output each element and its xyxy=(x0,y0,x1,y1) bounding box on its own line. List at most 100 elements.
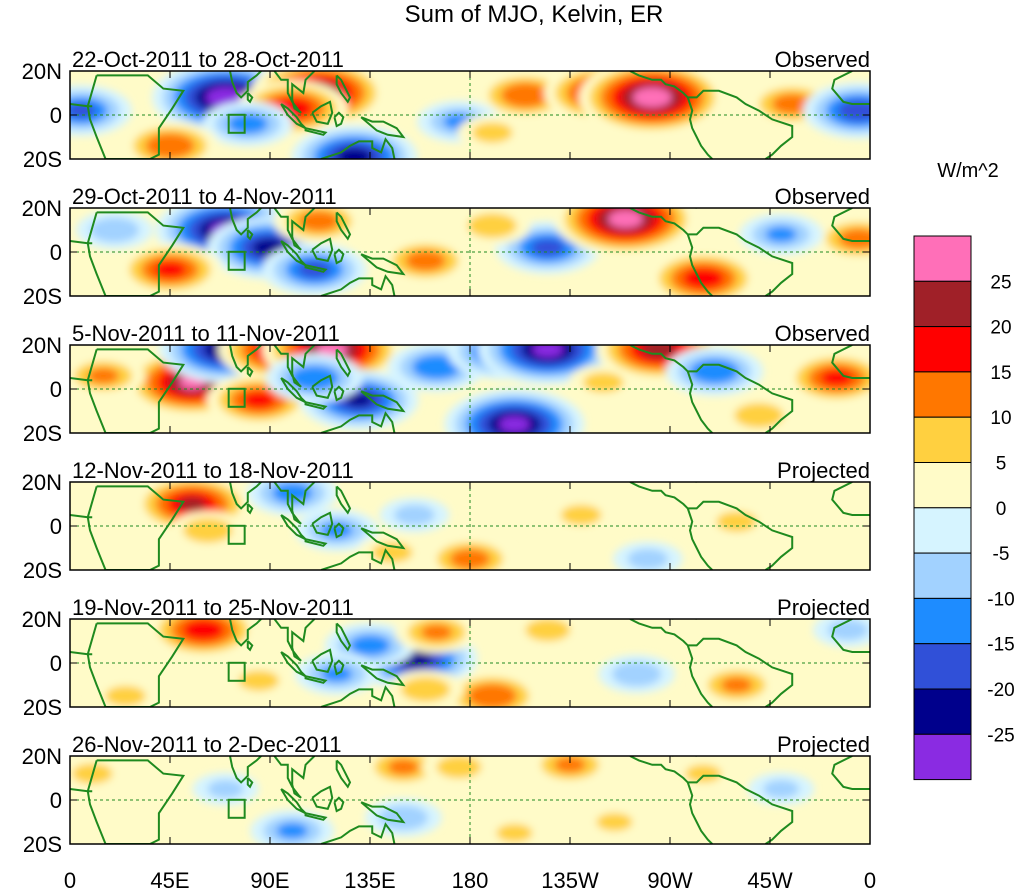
land-outline xyxy=(246,229,254,241)
anomaly-contour xyxy=(183,518,233,543)
anomaly-contour xyxy=(400,677,451,702)
land-outline xyxy=(246,92,254,104)
anomaly-contour xyxy=(608,210,643,228)
land-outline xyxy=(86,74,186,159)
land-outline xyxy=(686,234,713,296)
land-outline xyxy=(333,385,345,402)
anomaly-blob xyxy=(72,521,135,553)
y-tick-label: 20S xyxy=(23,695,62,720)
anomaly-contour xyxy=(227,113,268,134)
panels: 20N 0 20S 22-Oct-2011 to 28-Oct-2011 Observe… xyxy=(22,47,871,857)
land-outline xyxy=(273,756,316,799)
land-outline xyxy=(320,822,396,844)
anomaly-contour xyxy=(436,756,482,779)
anomaly-contour xyxy=(420,624,453,641)
y-tick-label: 20S xyxy=(23,147,62,172)
anomaly-contour xyxy=(153,261,187,278)
anomaly-contour xyxy=(89,217,140,243)
land-outline xyxy=(280,377,307,404)
land-outlines xyxy=(70,756,870,844)
land-outline xyxy=(86,348,186,433)
land-outline xyxy=(311,374,334,399)
anomaly-contour xyxy=(501,82,550,108)
colorbar-swatch xyxy=(913,597,972,645)
colorbar: W/m^2 25 20 15 10 5 0 -5 -10 -15 -20 -25 xyxy=(913,160,1015,781)
anomaly-contour xyxy=(105,685,146,707)
land-outline xyxy=(229,71,262,99)
anomaly-contour xyxy=(838,228,870,249)
colorbar-level-label: 10 xyxy=(990,408,1011,429)
land-outline xyxy=(229,345,262,373)
x-tick-label: 0 xyxy=(64,868,76,889)
panel-date-range: 19-Nov-2011 to 25-Nov-2011 xyxy=(72,595,354,620)
land-outlines xyxy=(70,619,870,707)
colorbar-level-label: 15 xyxy=(990,363,1011,384)
colorbar-level-label: 0 xyxy=(996,499,1007,520)
land-outline xyxy=(304,401,328,410)
anomaly-contour xyxy=(207,780,244,798)
anomaly-contour xyxy=(716,511,757,532)
y-tick-label: 20N xyxy=(22,196,62,221)
x-tick-label: 45E xyxy=(150,868,189,889)
anomaly-contour xyxy=(596,813,633,831)
anomaly-contour xyxy=(682,267,725,289)
anomaly-contour xyxy=(531,239,565,256)
anomaly-contour xyxy=(532,345,564,358)
anomaly-contour xyxy=(734,403,784,428)
land-outline xyxy=(320,274,396,296)
anomaly-contour xyxy=(632,87,672,108)
land-outline xyxy=(686,371,713,433)
panel-date-range: 22-Oct-2011 to 28-Oct-2011 xyxy=(72,47,344,72)
land-outline xyxy=(273,619,316,662)
land-outline xyxy=(280,788,307,815)
land-outlines xyxy=(70,71,870,159)
land-outline xyxy=(246,777,254,789)
x-axis: 0 45E 90E 135E 180 135W 90W 45W 0 xyxy=(64,868,876,889)
anomaly-field xyxy=(70,756,870,844)
anomaly-contour xyxy=(387,759,420,775)
panel-kind: Observed xyxy=(775,321,870,346)
colorbar-swatch xyxy=(913,326,972,373)
land-outline xyxy=(335,211,352,241)
colorbar-swatch xyxy=(913,371,972,418)
y-tick-label: 0 xyxy=(50,514,62,539)
y-tick-label: 20S xyxy=(23,284,62,309)
land-outline xyxy=(70,514,93,519)
anomaly-contour xyxy=(560,504,602,526)
anomaly-contour xyxy=(496,824,533,842)
land-outline xyxy=(831,345,870,379)
land-outline xyxy=(333,248,345,265)
colorbar-swatch xyxy=(913,552,972,599)
land-outlines xyxy=(70,208,870,296)
colorbar-level-label: 5 xyxy=(996,454,1007,475)
colorbar-swatch xyxy=(913,733,972,781)
land-outlines xyxy=(70,482,870,570)
panel-kind: Observed xyxy=(775,47,870,72)
colorbar-level-label: -25 xyxy=(987,725,1014,746)
land-outline xyxy=(246,640,254,652)
land-outline xyxy=(304,675,328,684)
land-outline xyxy=(320,411,396,433)
panel-4: 20N 0 20S 12-Nov-2011 to 18-Nov-2011 Project… xyxy=(22,458,871,583)
y-tick-label: 20N xyxy=(22,607,62,632)
anomaly-field xyxy=(70,208,870,296)
index-region-box xyxy=(227,524,246,545)
anomaly-contour xyxy=(276,822,308,839)
anomaly-field xyxy=(70,71,870,159)
land-outline xyxy=(229,619,262,647)
anomaly-contour xyxy=(583,372,624,393)
land-outline xyxy=(86,485,186,570)
anomaly-contour xyxy=(612,661,662,687)
anomaly-contour xyxy=(449,548,491,570)
land-outline xyxy=(360,527,406,550)
land-outline xyxy=(229,756,262,784)
land-outline xyxy=(335,759,352,789)
land-outline xyxy=(280,240,307,267)
land-outline xyxy=(360,801,406,824)
panel-date-range: 26-Nov-2011 to 2-Dec-2011 xyxy=(72,732,341,757)
land-outline xyxy=(229,208,262,236)
index-region-box xyxy=(227,661,246,682)
land-outline xyxy=(629,482,794,570)
anomaly-contour xyxy=(145,133,195,159)
anomaly-contour xyxy=(763,780,800,798)
